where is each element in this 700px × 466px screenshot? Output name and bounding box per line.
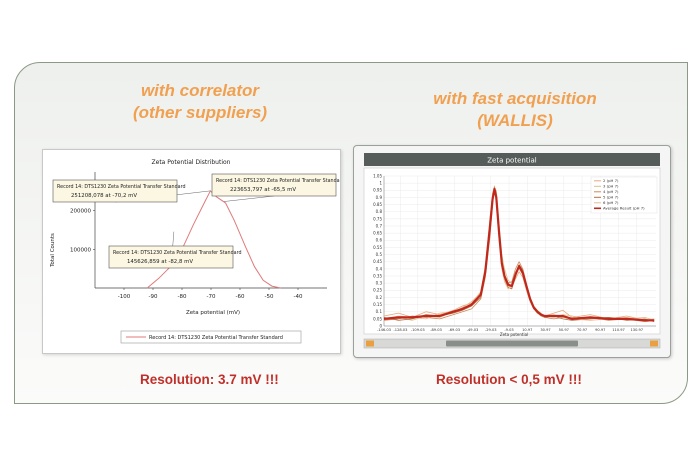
right-chart-x-tick-label: 90.97 [595,328,605,332]
right-chart: Zeta potential 0 0.05 0.1 0.15 0.2 0.25 0.3 0.3… [363,153,661,349]
right-chart-x-tick-label: -9.03 [504,328,513,332]
right-chart-x-tick-label: -29.03 [485,328,497,332]
right-chart-y-tick-label: 0.3 [376,281,383,286]
right-chart-x-tick-label: 10.97 [522,328,532,332]
right-chart-legend-label: 5 (pH 7) [603,195,619,200]
right-chart-y-tick-label: 1 [379,181,382,186]
right-chart-y-tick-label: 0.65 [373,231,382,236]
right-chart-y-tick-label: 0.6 [376,238,383,243]
right-chart-y-tick-label: 0.95 [373,188,382,193]
right-chart-y-tick-label: 0 [379,323,382,328]
left-chart-annotation-pointer [224,195,275,202]
left-chart-annotation-box [52,179,178,203]
left-heading-line2: (other suppliers) [132,103,268,122]
right-chart-y-tick-label: 0.25 [373,288,382,293]
right-chart-legend-label: Average Result (pH 7) [603,206,645,211]
right-chart-y-tick-label: 0.85 [373,202,382,207]
right-chart-legend-box [590,176,658,214]
right-chart-series-line [383,189,655,321]
left-chart-annotation-value: 223653,797 at -65,5 mV [230,187,296,193]
right-chart-y-tick-label: 0.05 [373,316,382,321]
left-chart-frame: Zeta Potential Distribution Total Counts… [42,149,345,354]
left-chart-annotation: Record 14: DTS1230 Zeta Potential Transf… [211,173,345,202]
left-chart-annotation: Record 14: DTS1230 Zeta Potential Transf… [52,179,211,203]
left-chart-x-tick-label: -40 [294,294,303,300]
right-chart-frame: Zeta potential 0 0.05 0.1 0.15 0.2 0.25 0.3 0.3… [353,145,671,358]
right-chart-x-tick-label: 30.97 [540,328,550,332]
left-chart-series-line [146,190,281,289]
right-heading-line1: with fast acquisition [433,89,597,108]
left-resolution-label: Resolution: 3.7 mV !!! [140,372,279,387]
right-chart-x-tick-label: 70.97 [577,328,587,332]
right-chart-x-tick-label: -109.03 [411,328,425,332]
left-chart: Zeta Potential Distribution Total Counts… [50,159,345,344]
left-chart-annotation-title: Record 14: DTS1230 Zeta Potential Transf… [113,250,242,256]
left-chart-annotation-title: Record 14: DTS1230 Zeta Potential Transf… [57,184,186,190]
right-chart-y-tick-label: 0.35 [373,273,382,278]
left-chart-ylabel: Total Counts [50,233,56,268]
right-chart-x-tick-label: -146.03 [377,328,391,332]
left-chart-x-tick-label: -100 [118,294,131,300]
right-chart-y-tick-label: 0.1 [376,309,383,314]
right-chart-series-line [383,188,655,323]
right-chart-y-tick-label: 0.75 [373,216,382,221]
right-heading-line2: (WALLIS) [477,111,553,130]
right-chart-y-tick-label: 0.15 [373,302,382,307]
right-chart-x-tick-label: -89.03 [430,328,442,332]
left-heading: with correlator (other suppliers) [80,80,320,124]
right-chart-legend-label: 4 (pH 7) [603,189,619,194]
left-chart-annotation-value: 251208,078 at -70,2 mV [71,193,137,199]
right-chart-y-tick-label: 0.5 [376,252,383,257]
left-chart-xlabel: Zeta potential (mV) [186,310,240,316]
right-chart-legend-label: 6 (pH 7) [603,200,619,205]
left-chart-x-tick-label: -50 [265,294,274,300]
left-heading-line1: with correlator [140,81,260,100]
right-chart-x-tick-label: 110.97 [612,328,625,332]
left-chart-x-tick-label: -90 [149,294,158,300]
left-chart-x-tick-label: -80 [178,294,187,300]
right-chart-y-tick-label: 0.2 [376,295,383,300]
left-chart-annotation-box [108,245,234,269]
right-chart-title: Zeta potential [487,157,537,165]
left-chart-legend-label: Record 14: DTS1230 Zeta Potential Transf… [149,335,283,341]
right-chart-series-line [383,185,655,321]
right-chart-xlabel: Zeta potential [500,332,528,337]
left-chart-annotation-value: 145626,859 at -82,8 mV [127,259,193,265]
right-chart-legend: 2 (pH 7)3 (pH 7)4 (pH 7)5 (pH 7)6 (pH 7)… [590,176,658,214]
right-heading: with fast acquisition (WALLIS) [390,88,640,132]
right-chart-y-tick-label: 0.45 [373,259,382,264]
left-chart-annotation: Record 14: DTS1230 Zeta Potential Transf… [108,231,242,269]
right-chart-y-tick-label: 0.55 [373,245,382,250]
left-chart-title: Zeta Potential Distribution [152,159,231,166]
left-chart-y-tick-label: 200000 [70,209,91,215]
right-chart-y-tick-label: 0.8 [376,209,383,214]
left-chart-annotation-title: Record 14: DTS1230 Zeta Potential Transf… [216,178,340,184]
right-chart-legend-label: 2 (pH 7) [603,178,619,183]
left-chart-annotation-box [211,173,337,197]
right-chart-x-tick-label: -69.03 [448,328,460,332]
right-chart-x-tick-label: 130.97 [631,328,644,332]
right-chart-series-line [383,187,655,322]
right-chart-x-tick-label: -128.03 [393,328,407,332]
left-chart-legend: Record 14: DTS1230 Zeta Potential Transf… [120,330,302,344]
right-chart-legend-label: 3 (pH 7) [603,184,619,189]
right-chart-y-tick-label: 0.7 [376,223,383,228]
right-chart-y-tick-label: 0.9 [376,195,383,200]
right-resolution-label: Resolution < 0,5 mV !!! [436,372,582,387]
right-chart-scrollbar[interactable] [363,338,661,349]
right-chart-y-tick-label: 1.05 [373,173,382,178]
right-chart-y-tick-label: 0.4 [376,266,383,271]
right-chart-x-tick-label: -49.03 [467,328,479,332]
right-chart-x-tick-label: 50.97 [559,328,569,332]
left-chart-y-tick-label: 100000 [70,247,91,253]
left-chart-x-tick-label: -60 [236,294,245,300]
left-chart-x-tick-label: -70 [207,294,216,300]
